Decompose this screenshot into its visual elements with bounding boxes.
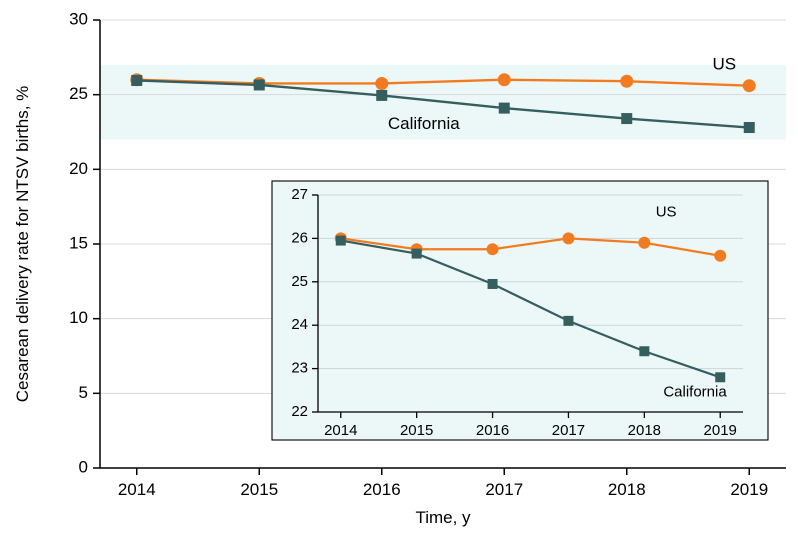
main-series-marker-california xyxy=(376,90,387,101)
main-series-marker-us xyxy=(498,73,511,86)
inset-x-tick-label: 2018 xyxy=(628,422,661,439)
inset-y-tick-label: 23 xyxy=(291,360,308,377)
main-x-tick-label: 2016 xyxy=(363,480,401,499)
inset-y-tick-label: 22 xyxy=(291,403,308,420)
main-series-marker-us xyxy=(375,77,388,90)
main-series-label-us: US xyxy=(713,54,737,73)
main-series-marker-us xyxy=(620,75,633,88)
inset-series-marker-california xyxy=(563,316,573,326)
main-y-tick-label: 20 xyxy=(69,159,88,178)
inset-x-tick-label: 2019 xyxy=(704,422,737,439)
main-series-label-california: California xyxy=(388,114,460,133)
main-y-axis-label: Cesarean delivery rate for NTSV births, … xyxy=(13,86,32,403)
inset-series-marker-us xyxy=(638,237,650,249)
main-x-tick-label: 2017 xyxy=(485,480,523,499)
main-y-tick-label: 10 xyxy=(69,308,88,327)
inset-series-marker-california xyxy=(488,279,498,289)
inset-x-tick-label: 2015 xyxy=(400,422,433,439)
main-series-marker-california xyxy=(131,75,142,86)
main-x-tick-label: 2015 xyxy=(240,480,278,499)
main-series-marker-california xyxy=(621,113,632,124)
main-y-tick-label: 15 xyxy=(69,233,88,252)
main-y-tick-label: 5 xyxy=(79,383,88,402)
inset-x-tick-label: 2017 xyxy=(552,422,585,439)
inset-series-marker-california xyxy=(639,346,649,356)
inset-series-marker-california xyxy=(336,236,346,246)
inset-y-tick-label: 26 xyxy=(291,229,308,246)
main-series-marker-california xyxy=(499,103,510,114)
inset-x-tick-label: 2014 xyxy=(324,422,357,439)
inset-series-marker-us xyxy=(714,250,726,262)
main-y-tick-label: 25 xyxy=(69,84,88,103)
chart-container: 0 5 10 15 20 25 30 2014 2015 2016 2017 2018 2019 Time… xyxy=(0,0,798,545)
inset-y-tick-label: 24 xyxy=(291,316,308,333)
inset-y-tick-label: 27 xyxy=(291,186,308,203)
main-x-tick-label: 2018 xyxy=(608,480,646,499)
inset-series-marker-california xyxy=(412,249,422,259)
main-y-tick-label: 30 xyxy=(69,9,88,28)
inset-series-label-california: California xyxy=(663,383,727,400)
chart-svg: 0 5 10 15 20 25 30 2014 2015 2016 2017 2018 2019 Time… xyxy=(0,0,798,545)
inset-series-marker-us xyxy=(562,232,574,244)
inset-outer-frame xyxy=(272,181,768,440)
main-series-marker-california xyxy=(254,79,265,90)
main-series-marker-california xyxy=(744,122,755,133)
inset-x-tick-label: 2016 xyxy=(476,422,509,439)
inset-series-marker-us xyxy=(487,243,499,255)
main-y-tick-label: 0 xyxy=(79,457,88,476)
main-series-marker-us xyxy=(743,79,756,92)
main-x-tick-label: 2019 xyxy=(730,480,768,499)
inset-y-tick-label: 25 xyxy=(291,273,308,290)
main-x-axis-label: Time, y xyxy=(415,508,471,527)
inset-series-marker-california xyxy=(715,372,725,382)
inset-series-label-us: US xyxy=(656,203,677,220)
main-x-tick-label: 2014 xyxy=(118,480,156,499)
